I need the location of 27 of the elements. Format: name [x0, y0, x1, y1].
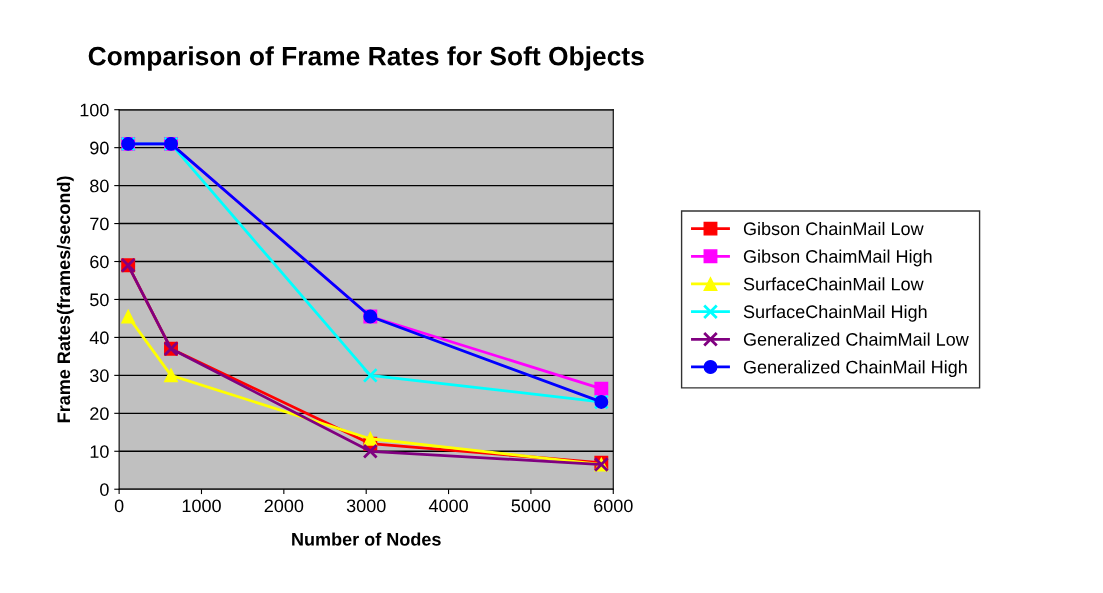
y-tick-label: 50 [90, 293, 109, 307]
legend-label: Generalized ChainMail High [743, 360, 967, 378]
legend-label: SurfaceChainMail High [743, 304, 927, 322]
y-tick-label: 0 [100, 483, 109, 496]
x-axis-title: Number of Nodes [292, 532, 441, 546]
legend-label: Gibson ChaimMail High [743, 249, 932, 267]
y-tick-label: 20 [90, 407, 109, 421]
legend-label: Generalized ChaimMail Low [743, 332, 969, 346]
y-tick-label: 80 [90, 179, 109, 193]
x-tick-label: 4000 [428, 499, 468, 513]
y-axis-title: Frame Rates(frames/second) [56, 176, 74, 423]
x-tick-label: 5000 [511, 499, 551, 513]
y-tick-label: 30 [90, 369, 109, 383]
y-tick-label: 60 [90, 255, 109, 269]
x-tick-label: 1000 [182, 499, 221, 513]
x-tick-label: 6000 [594, 499, 633, 513]
x-tick-label: 3000 [346, 499, 386, 513]
legend-label: SurfaceChainMail Low [743, 277, 924, 291]
y-tick-label: 90 [90, 141, 109, 155]
y-tick-label: 40 [89, 331, 109, 345]
x-tick-label: 0 [114, 499, 124, 513]
x-tick-label: 2000 [264, 499, 304, 513]
y-tick-label: 70 [90, 217, 109, 231]
y-tick-label: 100 [80, 103, 109, 117]
legend-label: Gibson ChainMail Low [743, 221, 924, 236]
y-tick-label: 10 [90, 445, 109, 458]
chart-title: Comparison of Frame Rates for Soft Objects [88, 46, 644, 71]
